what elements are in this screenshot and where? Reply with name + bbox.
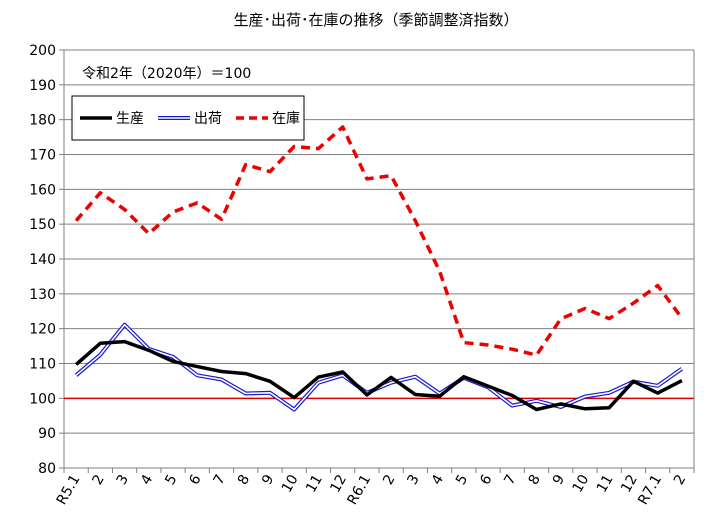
- y-tick-label: 170: [29, 148, 56, 164]
- y-tick-label: 140: [29, 252, 56, 268]
- x-tick-label: 2: [89, 472, 107, 488]
- x-tick-label: 11: [594, 472, 617, 495]
- series-line-production: [74, 339, 683, 412]
- legend-label: 在庫: [272, 110, 300, 127]
- x-tick-label: 7: [211, 472, 229, 488]
- y-tick-label: 120: [29, 322, 56, 338]
- x-tick-label: 4: [429, 472, 447, 488]
- annotation: 令和2年（2020年）＝100: [82, 66, 251, 82]
- y-tick-label: 90: [38, 426, 56, 442]
- x-tick-label: 5: [453, 472, 471, 488]
- y-axis: 80 90 100 110 120 130 140 150 160 170 180 190 200: [29, 43, 64, 477]
- x-tick-label: R7.1: [635, 472, 665, 508]
- y-tick-label: 100: [29, 391, 56, 407]
- legend-item-production: 生産: [80, 111, 144, 127]
- x-tick-label: 6: [186, 472, 204, 488]
- legend: 生産 出荷 在庫: [71, 95, 305, 141]
- x-tick-label: 2: [671, 472, 689, 488]
- x-tick-label: 3: [404, 472, 422, 488]
- y-tick-label: 150: [29, 217, 56, 233]
- y-tick-label: 110: [29, 357, 56, 373]
- x-tick-label: 4: [138, 472, 156, 488]
- series-line-inventory: [74, 125, 684, 357]
- y-tick-label: 160: [29, 182, 56, 198]
- chart-title: 生産･出荷･在庫の推移（季節調整済指数）: [233, 11, 518, 29]
- x-tick-label: R5.1: [54, 472, 84, 508]
- x-tick-label: 8: [526, 472, 544, 488]
- legend-label: 生産: [116, 111, 144, 127]
- x-tick-label: 8: [235, 472, 253, 488]
- x-tick-label: 12: [327, 472, 350, 495]
- y-tick-label: 180: [29, 113, 56, 129]
- x-tick-label: 6: [477, 472, 495, 488]
- legend-item-inventory: 在庫: [236, 110, 300, 127]
- x-tick-label: 2: [380, 472, 398, 488]
- x-tick-label: 3: [114, 472, 132, 488]
- x-tick-label: 11: [303, 472, 326, 495]
- x-tick-label: 10: [570, 472, 593, 495]
- y-tick-label: 200: [29, 43, 56, 59]
- y-tick-label: 130: [29, 287, 56, 303]
- x-tick-label: 5: [162, 472, 180, 488]
- y-tick-label: 190: [29, 78, 56, 94]
- x-tick-label: 7: [501, 472, 519, 488]
- series-lines: [74, 125, 684, 412]
- x-tick-label: 10: [279, 472, 302, 495]
- legend-item-shipment: 出荷: [158, 111, 222, 127]
- legend-label: 出荷: [194, 111, 222, 127]
- y-tick-label: 80: [38, 461, 56, 477]
- x-tick-label: 9: [259, 472, 277, 488]
- x-tick-label: 9: [550, 472, 568, 488]
- x-tick-label: R6.1: [344, 472, 374, 508]
- x-tick-label: 12: [618, 472, 641, 495]
